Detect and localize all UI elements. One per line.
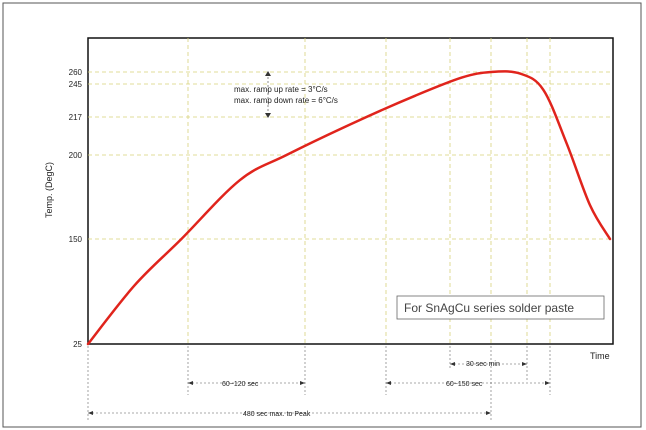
interval-30sec-arrow-left	[450, 362, 455, 366]
interval-60-150-arrow-right	[545, 381, 550, 385]
plot-area	[87, 37, 614, 345]
y-tick-label-260: 260	[69, 68, 83, 77]
y-tick-labels: 25 150 200 217 245 260	[69, 68, 83, 349]
interval-60-150-arrow-left	[386, 381, 391, 385]
interval-60-120-label: 60~120 sec	[222, 381, 259, 388]
ramp-rate-annotation: max. ramp up rate = 3°C/s max. ramp down…	[234, 71, 338, 118]
interval-30sec-label: 30 sec min	[466, 361, 500, 368]
y-tick-label-217: 217	[69, 113, 83, 122]
y-tick-label-25: 25	[73, 340, 82, 349]
interval-60-120-arrow-left	[188, 381, 193, 385]
y-tick-label-245: 245	[69, 80, 83, 89]
ramp-up-rate-label: max. ramp up rate = 3°C/s	[234, 85, 328, 94]
interval-30sec-arrow-right	[522, 362, 527, 366]
interval-60-120-arrow-right	[300, 381, 305, 385]
y-tick-label-200: 200	[69, 151, 83, 160]
interval-peak-arrow-right	[486, 411, 491, 415]
x-axis-label: Time	[590, 351, 610, 361]
y-tick-label-150: 150	[69, 235, 83, 244]
interval-annotations: 30 sec min 60~120 sec 60~150 sec 480 sec…	[87, 346, 551, 420]
interval-60-150-label: 60~150 sec	[446, 381, 483, 388]
temperature-profile-line	[86, 70, 612, 346]
ramp-down-rate-label: max. ramp down rate = 6°C/s	[234, 96, 338, 105]
note-box-text: For SnAgCu series solder paste	[404, 301, 574, 315]
interval-peak-arrow-left	[88, 411, 93, 415]
y-axis-label: Temp. (DegC)	[44, 162, 54, 218]
ramp-arrow-down-head	[265, 113, 271, 118]
grid-layer	[88, 38, 613, 344]
interval-peak-label: 480 sec max. to Peak	[243, 411, 311, 418]
ramp-arrow-up-head	[265, 71, 271, 76]
note-box	[396, 295, 605, 320]
